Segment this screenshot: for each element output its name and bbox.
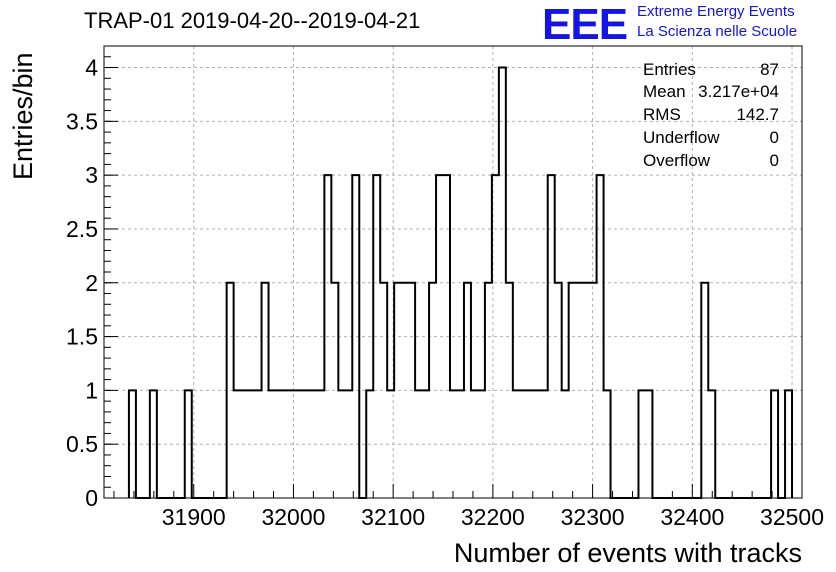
stat-underflow-label: Underflow <box>643 128 720 147</box>
y-tick-label: 4 <box>85 55 98 81</box>
plot-grid <box>104 46 802 498</box>
x-tick-label: 32000 <box>261 504 325 530</box>
org-name: Extreme Energy Events <box>637 3 795 20</box>
y-tick-label: 2 <box>85 270 98 296</box>
x-tick-label: 31900 <box>162 504 226 530</box>
stat-entries-value: 87 <box>760 60 779 79</box>
plot-frame <box>103 45 803 499</box>
y-tick-label: 1.5 <box>66 324 98 350</box>
org-subtitle: La Scienza nelle Scuole <box>637 23 798 40</box>
y-axis-label: Entries/bin <box>8 52 38 180</box>
plot-title: TRAP-01 2019-04-20--2019-04-21 <box>84 8 421 33</box>
y-tick-label: 0 <box>85 485 98 511</box>
axis-ticks: 0 0.5 1 1.5 2 2.5 3 3.5 4 31900 32000 32100 32200 323… <box>66 45 824 530</box>
x-axis-label: Number of events with tracks <box>453 538 802 568</box>
eee-logo: EEE <box>542 0 628 49</box>
x-tick-label: 32100 <box>361 504 425 530</box>
y-tick-label: 2.5 <box>66 216 98 242</box>
y-tick-label: 3.5 <box>66 108 98 134</box>
y-tick-label: 0.5 <box>66 431 98 457</box>
y-tick-label: 1 <box>85 377 98 403</box>
x-tick-label: 32200 <box>461 504 525 530</box>
stat-rms-value: 142.7 <box>736 105 779 124</box>
x-tick-label: 32300 <box>561 504 625 530</box>
x-tick-label: 32400 <box>660 504 724 530</box>
y-tick-label: 3 <box>85 162 98 188</box>
x-tick-label: 32500 <box>760 504 824 530</box>
stat-underflow-value: 0 <box>769 128 779 147</box>
stat-entries-label: Entries <box>643 60 696 79</box>
stat-mean-value: 3.217e+04 <box>698 82 779 101</box>
stat-overflow-value: 0 <box>769 151 779 170</box>
stat-mean-label: Mean <box>643 82 686 101</box>
stat-overflow-label: Overflow <box>643 151 711 170</box>
stat-rms-label: RMS <box>643 105 681 124</box>
